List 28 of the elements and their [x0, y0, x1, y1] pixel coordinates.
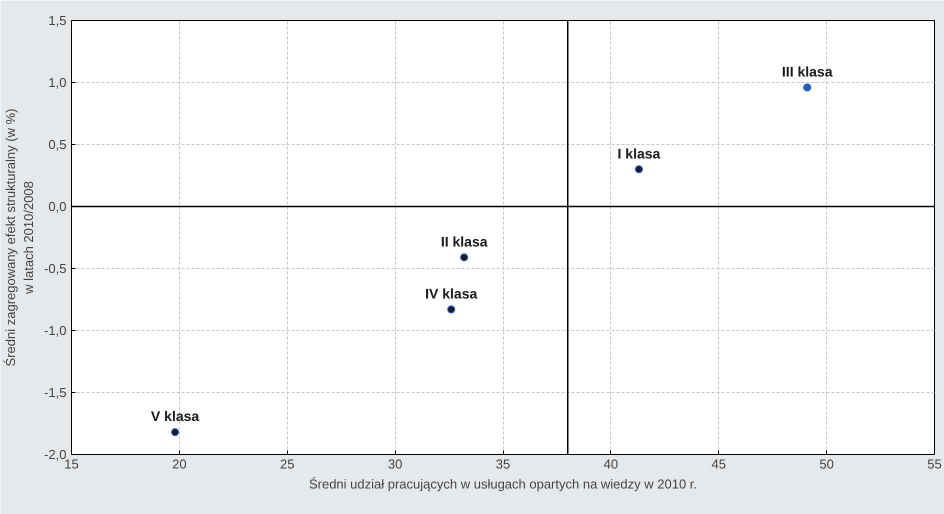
- x-tick-label: 55: [927, 456, 942, 472]
- y-tick-label: -0,5: [44, 261, 67, 276]
- y-tick-label: 0,5: [48, 137, 67, 152]
- x-tick-label: 20: [172, 456, 187, 472]
- y-tick-label: -1,5: [44, 385, 67, 400]
- x-tick-label: 45: [712, 456, 726, 472]
- x-tick-label: 35: [496, 456, 510, 472]
- y-tick-label: -1,0: [44, 323, 67, 338]
- y-tick-label: 1,5: [48, 13, 67, 28]
- x-axis-title: Średni udział pracujących w usługach opartych na wiedzy w 2010 r.: [308, 476, 698, 492]
- x-tick-label: 50: [819, 456, 834, 472]
- x-tick-label: 30: [388, 456, 402, 472]
- series-label: II klasa: [440, 233, 488, 250]
- point: [447, 305, 456, 314]
- point: [634, 165, 643, 174]
- series-label: III klasa: [782, 63, 833, 80]
- x-tick-label: 40: [604, 456, 618, 472]
- y-axis-title: Średni zagregowany efekt strukturalny (w %) w latach 2010/2008: [3, 108, 36, 366]
- series-label: IV klasa: [425, 285, 478, 302]
- y-tick-label: 1,0: [48, 75, 67, 90]
- x-tick-label: 25: [280, 456, 294, 472]
- point: [460, 253, 468, 262]
- point: [171, 428, 180, 436]
- y-tick-label: 0,0: [48, 199, 67, 214]
- series-label: V klasa: [150, 408, 200, 424]
- series-label: I klasa: [618, 145, 661, 162]
- point: [803, 83, 812, 92]
- y-tick-label: -2,0: [44, 447, 67, 462]
